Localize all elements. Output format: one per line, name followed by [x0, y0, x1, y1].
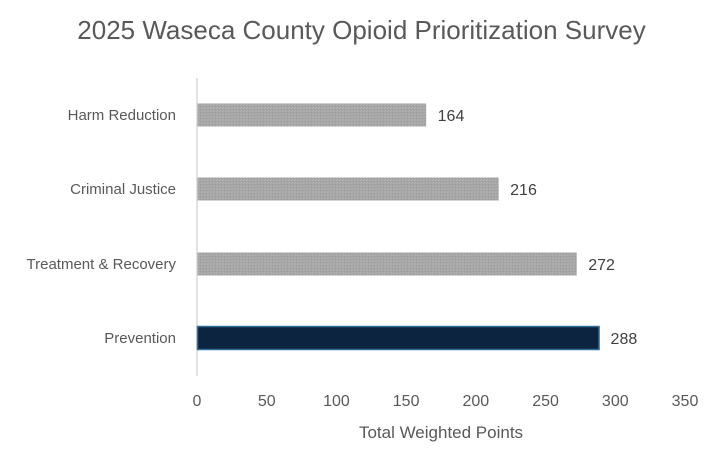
x-tick-label-50: 50 — [258, 393, 276, 410]
x-tick-label-350: 350 — [672, 393, 699, 410]
x-tick-label-200: 200 — [463, 393, 490, 410]
x-tick-label-150: 150 — [393, 393, 420, 410]
category-label-prevention: Prevention — [104, 330, 176, 347]
value-label-criminal-justice: 216 — [510, 182, 537, 199]
x-tick-label-250: 250 — [532, 393, 559, 410]
bar-treatment-and-recovery — [197, 252, 577, 276]
x-axis-title: Total Weighted Points — [359, 423, 523, 442]
chart-title: 2025 Waseca County Opioid Prioritization… — [77, 15, 646, 45]
category-label-criminal-justice: Criminal Justice — [70, 181, 176, 198]
x-tick-label-100: 100 — [323, 393, 350, 410]
bar-criminal-justice — [197, 177, 499, 201]
category-label-harm-reduction: Harm Reduction — [68, 107, 176, 124]
bar-prevention — [196, 325, 600, 351]
x-tick-label-0: 0 — [193, 393, 202, 410]
category-label-treatment-and-recovery: Treatment & Recovery — [27, 256, 177, 273]
bar-harm-reduction — [197, 103, 427, 127]
value-label-prevention: 288 — [611, 331, 638, 348]
value-label-harm-reduction: 164 — [438, 108, 465, 125]
x-tick-label-300: 300 — [602, 393, 629, 410]
value-label-treatment-and-recovery: 272 — [588, 257, 615, 274]
